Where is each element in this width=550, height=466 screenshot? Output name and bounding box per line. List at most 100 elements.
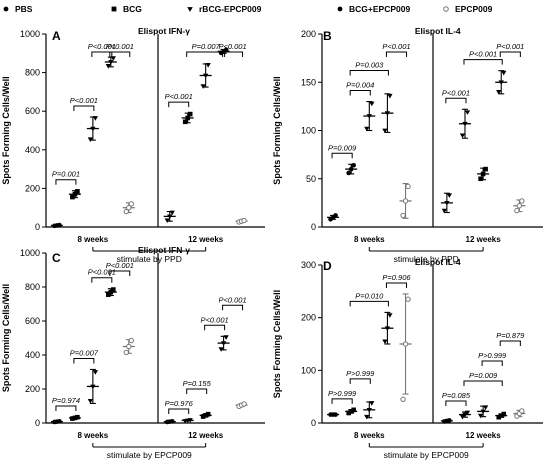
p-value-label: P<0.001 <box>88 42 116 51</box>
legend-item-rbcg-epcp009: rBCG-EPCP009 <box>187 4 262 14</box>
data-point <box>92 370 99 375</box>
comparison-line <box>331 152 353 159</box>
y-tick-label: 0 <box>35 222 40 232</box>
stimulus-bracket: stimulate by PPD <box>368 247 484 264</box>
data-point <box>205 411 211 417</box>
comparison-line <box>168 408 190 414</box>
p-value-label: P=0.155 <box>183 379 212 388</box>
comparison-bracket: P=0.009 <box>463 371 503 386</box>
data-point <box>203 73 209 79</box>
group-label-8-weeks: 8 weeks <box>354 431 385 440</box>
data-point <box>223 335 229 340</box>
data-point <box>346 410 351 416</box>
comparison-line <box>481 360 503 366</box>
data-point <box>200 414 206 419</box>
comparisons: P=0.009P=0.004P=0.003P<0.001P<0.001P<0.0… <box>328 42 524 159</box>
panel-letter: D <box>323 259 332 273</box>
data-point <box>498 413 504 418</box>
legend-label-rbcg-epcp009: rBCG-EPCP009 <box>199 4 262 14</box>
legend-marker-epcp009 <box>443 6 449 12</box>
y-tick-label: 200 <box>301 29 316 39</box>
data-point <box>519 198 525 204</box>
p-value-label: P<0.001 <box>165 92 193 101</box>
group-label-12-weeks: 12 weeks <box>466 431 502 440</box>
y-tick-label: 0 <box>311 418 316 428</box>
p-value-label: P<0.001 <box>469 50 497 59</box>
p-value-label: P<0.001 <box>382 42 410 51</box>
p-value-label: P<0.001 <box>70 96 98 105</box>
data-point <box>514 207 520 214</box>
data-point <box>187 111 193 117</box>
data-point <box>72 415 78 421</box>
series-8-weeks-bcg <box>345 407 358 416</box>
comparison-bracket: P<0.001 <box>106 261 134 276</box>
data-point <box>200 84 206 89</box>
panel-title: Elispot IL-4 <box>415 257 461 267</box>
data-point <box>496 90 502 95</box>
comparison-bracket: P=0.976 <box>165 399 194 414</box>
p-value-label: P=0.974 <box>52 396 80 405</box>
data-point <box>108 60 114 65</box>
comparison-bracket: P<0.001 <box>496 42 524 57</box>
p-value-label: P=0.003 <box>355 61 384 70</box>
p-value-label: P<0.001 <box>442 88 470 97</box>
comparison-bracket: P=0.009 <box>328 143 357 159</box>
legend-marker-bcg <box>111 6 117 12</box>
series-8-weeks-pbs <box>327 412 340 417</box>
data-point <box>501 70 507 76</box>
comparison-line <box>331 398 353 404</box>
p-value-label: P=0.906 <box>382 273 411 282</box>
comparison-bracket: P=0.003 <box>349 61 389 76</box>
group-label-8-weeks: 8 weeks <box>354 235 385 244</box>
data-point <box>128 337 134 344</box>
stimulus-label: stimulate by EPCP009 <box>384 450 469 460</box>
comparisons: P=0.001P<0.001P<0.001P<0.001P<0.001P=0.0… <box>52 42 247 185</box>
comparison-line <box>109 270 131 276</box>
panel-letter: A <box>52 29 61 43</box>
comparison-line <box>73 105 95 111</box>
data-point <box>400 396 406 402</box>
data-point <box>384 111 391 116</box>
data-point <box>87 399 94 404</box>
stimulus-bracket: stimulate by EPCP009 <box>368 443 484 460</box>
panel-letter: B <box>323 29 332 43</box>
data-point <box>126 205 132 211</box>
legend-item-bcg: BCG <box>111 4 142 14</box>
series-12-weeks-bcg-epcp009 <box>217 335 230 352</box>
p-value-label: P<0.001 <box>219 295 247 304</box>
stimulus-bracket: stimulate by EPCP009 <box>92 443 207 460</box>
group-label-12-weeks: 12 weeks <box>466 235 502 244</box>
comparison-bracket: P=0.007 <box>186 42 226 57</box>
comparison-bracket: P=0.974 <box>52 396 80 412</box>
comparison-bracket: P<0.001 <box>165 92 193 108</box>
data-point <box>72 191 78 197</box>
data-point <box>369 101 375 107</box>
comparison-line <box>91 51 113 57</box>
comparison-bracket: P>0.999 <box>478 351 507 366</box>
legend-label-bcg-epcp009: BCG+EPCP009 <box>349 4 410 14</box>
series-8-weeks-pbs <box>50 419 63 425</box>
p-value-label: P=0.010 <box>355 291 384 300</box>
comparison-line <box>463 380 503 386</box>
data-point <box>126 343 132 350</box>
data-point <box>519 408 525 414</box>
data-point <box>167 214 173 220</box>
y-tick-label: 1000 <box>20 248 40 258</box>
series-12-weeks-pbs <box>163 419 176 425</box>
data-point <box>464 410 471 416</box>
series-8-weeks-bcg-epcp009 <box>104 56 117 69</box>
data-point <box>70 194 75 200</box>
y-tick-label: 800 <box>25 282 40 292</box>
y-tick-label: 200 <box>301 313 316 323</box>
data-point <box>185 115 190 121</box>
data-point <box>462 412 468 418</box>
comparison-bracket: P=0.004 <box>346 81 374 96</box>
comparisons: P=0.974P=0.007P<0.001P<0.001P=0.976P=0.1… <box>52 261 247 414</box>
comparison-line <box>349 378 371 384</box>
data-point <box>498 80 504 86</box>
data-point <box>366 407 372 413</box>
p-value-label: P<0.001 <box>219 42 247 51</box>
data-point <box>382 128 388 134</box>
series-8-weeks-rbcg-epcp009 <box>86 116 99 142</box>
